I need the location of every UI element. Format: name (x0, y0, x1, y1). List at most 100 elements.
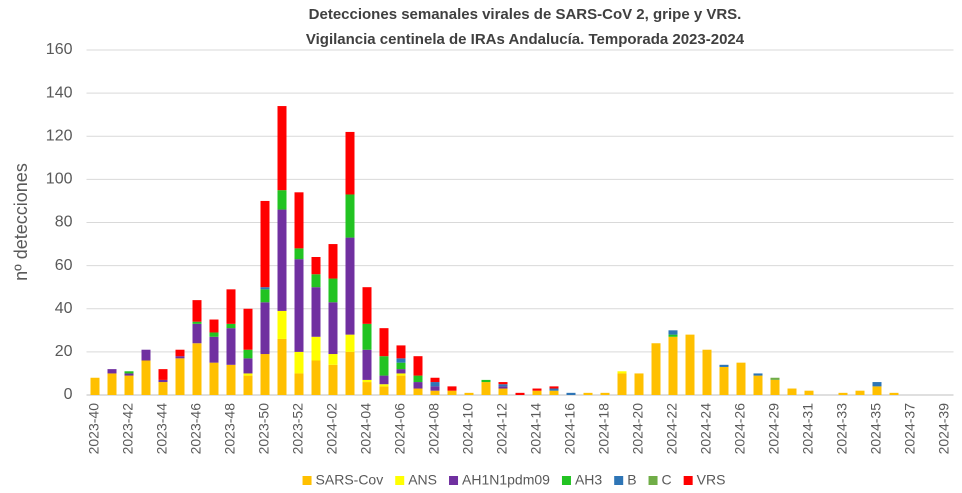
legend-label: C (662, 472, 672, 488)
y-tick-label: 140 (46, 84, 73, 101)
bar-segment (124, 373, 134, 376)
bar-segment (396, 373, 406, 376)
bar-segment (396, 345, 406, 359)
bar-segment (345, 334, 355, 352)
x-tick-label: 2024-37 (902, 403, 918, 455)
bar-segment (328, 302, 338, 355)
bar-segment (362, 287, 372, 324)
bar-segment (668, 334, 678, 337)
bar-segment (617, 371, 627, 374)
bar-segment (770, 379, 780, 395)
bar-segment (209, 319, 219, 333)
bar-segment (430, 382, 440, 387)
legend-label: AH1N1pdm09 (462, 472, 550, 488)
bar-segment (413, 382, 423, 389)
bar-segment (311, 336, 321, 361)
bar-segment (532, 390, 542, 395)
bar-segment (328, 354, 338, 365)
bar-segment (753, 375, 763, 395)
bar-segment (192, 321, 202, 324)
bar-segment (753, 373, 763, 376)
bar-segment (872, 382, 882, 387)
bar-segment (634, 373, 644, 395)
bar-segment (158, 379, 168, 383)
bar-segment (277, 310, 287, 339)
bar-segment (549, 388, 559, 391)
bar-segment (209, 362, 219, 395)
y-tick-label: 40 (55, 300, 73, 317)
bar-segment (243, 349, 253, 359)
x-tick-label: 2023-42 (120, 403, 136, 455)
bar-segment (379, 384, 389, 387)
x-tick-label: 2024-29 (766, 403, 782, 455)
bar-segment (583, 392, 593, 395)
x-tick-label: 2023-40 (86, 403, 102, 455)
bar-segment (226, 328, 236, 365)
bar-segment (379, 375, 389, 385)
legend-swatch (395, 476, 405, 485)
bar-segment (855, 390, 865, 395)
bar-segment (328, 278, 338, 303)
legend-label: VRS (697, 472, 726, 488)
x-tick-label: 2024-18 (596, 403, 612, 455)
x-tick-label: 2024-12 (494, 403, 510, 455)
bar-segment (362, 349, 372, 380)
bar-segment (141, 360, 151, 395)
bar-segment (192, 343, 202, 395)
bar-segment (192, 323, 202, 344)
bar-segment (430, 386, 440, 391)
bar-segment (175, 349, 185, 357)
bar-segment (396, 358, 406, 363)
bar-segment (311, 257, 321, 275)
bar-segment (498, 388, 508, 395)
bar-segment (668, 330, 678, 335)
bar-segment (464, 392, 474, 395)
bar-segment (158, 369, 168, 380)
bar-segment (515, 392, 525, 395)
bar-segment (243, 375, 253, 395)
bar-segment (294, 351, 304, 374)
bar-segment (260, 200, 270, 288)
bar-segment (719, 366, 729, 395)
x-tick-label: 2024-08 (426, 403, 442, 455)
legend-swatch (449, 476, 459, 485)
bar-segment (192, 300, 202, 322)
legend-swatch (302, 476, 312, 485)
bar-segment (736, 362, 746, 395)
bar-segment (124, 375, 134, 395)
x-tick-label: 2023-50 (256, 403, 272, 455)
bar-segment (379, 386, 389, 395)
bar-segment (498, 384, 508, 387)
x-tick-label: 2024-14 (528, 403, 544, 455)
bar-segment (396, 362, 406, 370)
bar-segment (294, 192, 304, 249)
bar-segment (413, 388, 423, 395)
legend-swatch (683, 476, 693, 485)
bar-segment (549, 386, 559, 389)
bar-segment (260, 287, 270, 290)
legend-swatch (648, 476, 658, 485)
bar-segment (617, 373, 627, 395)
x-tick-label: 2023-44 (154, 403, 170, 455)
bar-segment (277, 190, 287, 210)
y-tick-label: 20 (55, 343, 73, 360)
bar-segment (226, 289, 236, 324)
y-axis-title: nº detecciones (11, 163, 31, 281)
bar-segment (141, 349, 151, 361)
bar-segment (175, 358, 185, 395)
bar-segment (226, 323, 236, 329)
x-tick-label: 2023-46 (188, 403, 204, 455)
bar-segment (498, 382, 508, 385)
x-tick-label: 2024-31 (800, 403, 816, 455)
bar-segment (311, 287, 321, 337)
bar-segment (379, 328, 389, 357)
bar-segment (413, 356, 423, 376)
y-tick-label: 160 (46, 41, 73, 58)
y-tick-label: 80 (55, 214, 73, 231)
x-tick-label: 2024-39 (936, 403, 952, 455)
x-tick-label: 2024-33 (834, 403, 850, 455)
bar-segment (260, 289, 270, 303)
bar-segment (447, 386, 457, 391)
legend-swatch (561, 476, 571, 485)
legend-label: B (627, 472, 636, 488)
